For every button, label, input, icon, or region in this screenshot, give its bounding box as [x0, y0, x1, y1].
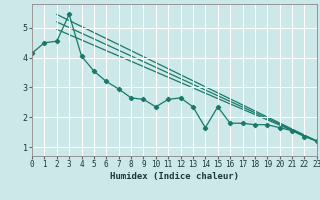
X-axis label: Humidex (Indice chaleur): Humidex (Indice chaleur): [110, 172, 239, 181]
